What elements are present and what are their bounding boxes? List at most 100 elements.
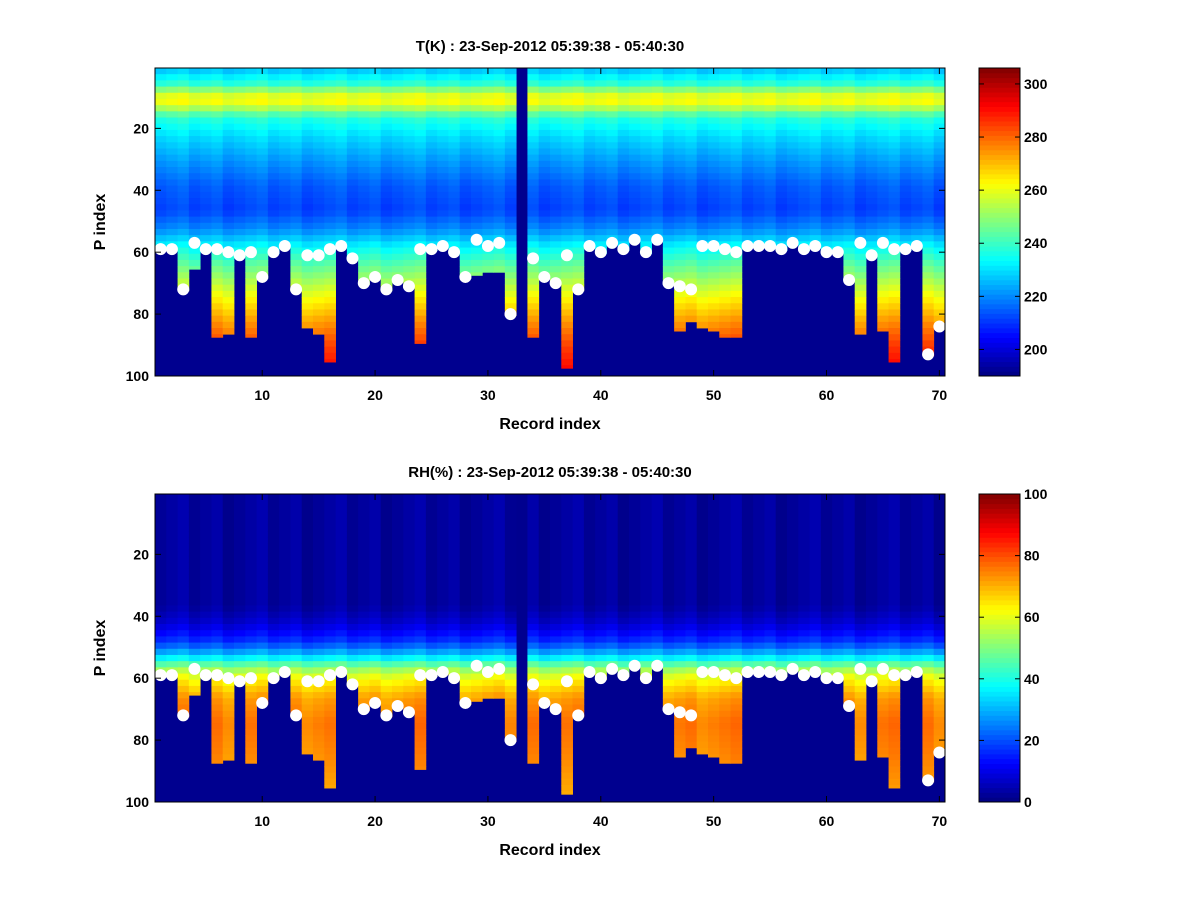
heatmap-cell	[922, 173, 935, 180]
heatmap-cell	[685, 105, 698, 112]
heatmap-cell	[933, 185, 946, 193]
heatmap-cell	[922, 309, 935, 317]
heatmap-cell	[211, 716, 224, 724]
heatmap-cell	[730, 154, 743, 162]
heatmap-cell	[651, 123, 664, 131]
heatmap-cell	[335, 167, 348, 174]
heatmap-cell	[358, 555, 370, 563]
heatmap-cell	[313, 747, 325, 755]
heatmap-cell	[177, 648, 190, 656]
heatmap-cell	[719, 524, 731, 532]
heatmap-cell	[290, 74, 303, 81]
heatmap-cell	[832, 599, 844, 606]
heatmap-cell	[392, 531, 404, 538]
heatmap-cell	[504, 624, 517, 631]
heatmap-cell	[617, 198, 630, 205]
heatmap-cell	[888, 129, 901, 137]
heatmap-cell	[346, 105, 359, 112]
heatmap-cell	[279, 136, 291, 143]
heatmap-cell	[572, 179, 585, 187]
heatmap-cell	[674, 692, 686, 699]
heatmap-cell	[448, 630, 461, 637]
heatmap-cell	[696, 80, 709, 87]
heatmap-cell	[595, 593, 607, 600]
heatmap-cell	[211, 710, 224, 718]
heatmap-cell	[899, 593, 912, 600]
heatmap-cell	[538, 191, 551, 199]
heatmap-cell	[662, 500, 675, 507]
heatmap-cell	[313, 216, 325, 224]
heatmap-cell	[606, 173, 619, 180]
heatmap-cell	[448, 624, 461, 631]
heatmap-cell	[380, 568, 393, 575]
heatmap-cell	[775, 562, 788, 569]
heatmap-cell	[538, 123, 551, 131]
heatmap-cell	[820, 648, 833, 656]
heatmap-cell	[482, 179, 494, 187]
heatmap-cell	[730, 710, 743, 718]
heatmap-cell	[471, 685, 483, 693]
heatmap-cell	[741, 586, 754, 594]
heatmap-cell	[572, 259, 585, 267]
heatmap-cell	[301, 315, 314, 323]
heatmap-cell	[234, 185, 246, 193]
heatmap-cell	[459, 642, 472, 650]
heatmap-cell	[730, 754, 743, 761]
heatmap-cell	[775, 167, 788, 174]
heatmap-cell	[346, 630, 359, 637]
heatmap-cell	[301, 191, 314, 199]
heatmap-cell	[888, 167, 901, 174]
heatmap-cell	[583, 222, 596, 230]
heatmap-cell	[380, 599, 393, 606]
heatmap-cell	[267, 555, 280, 563]
heatmap-cell	[730, 105, 743, 112]
heatmap-cell	[820, 518, 833, 526]
heatmap-cell	[403, 537, 415, 544]
heatmap-cell	[922, 222, 935, 230]
heatmap-cell	[888, 358, 901, 363]
heatmap-cell	[380, 123, 393, 131]
heatmap-cell	[640, 173, 652, 180]
colorbar-segment	[979, 265, 1020, 271]
heatmap-cell	[561, 685, 573, 693]
heatmap-cell	[324, 599, 336, 606]
heatmap-cell	[211, 679, 224, 687]
heatmap-cell	[234, 98, 246, 106]
heatmap-cell	[708, 593, 720, 600]
heatmap-cell	[640, 92, 652, 100]
heatmap-cell	[775, 198, 788, 205]
heatmap-cell	[764, 105, 777, 112]
heatmap-cell	[245, 284, 257, 292]
heatmap-cell	[335, 624, 348, 631]
heatmap-cell	[764, 173, 777, 180]
heatmap-cell	[527, 241, 540, 248]
heatmap-cell	[459, 253, 472, 261]
heatmap-cell	[696, 586, 709, 594]
heatmap-cell	[629, 228, 641, 236]
heatmap-cell	[369, 518, 382, 526]
heatmap-cell	[493, 599, 506, 606]
heatmap-cell	[606, 580, 619, 588]
heatmap-cell	[854, 630, 867, 637]
surface-marker	[481, 239, 494, 252]
heatmap-cell	[369, 92, 382, 100]
heatmap-cell	[899, 136, 912, 143]
heatmap-cell	[346, 210, 359, 217]
heatmap-cell	[866, 593, 878, 600]
heatmap-cell	[866, 173, 878, 180]
heatmap-cell	[911, 148, 923, 156]
heatmap-cell	[899, 80, 912, 87]
heatmap-cell	[888, 98, 901, 106]
heatmap-cell	[708, 191, 720, 199]
heatmap-cell	[504, 185, 517, 193]
heatmap-cell	[493, 179, 506, 187]
surface-marker	[651, 233, 664, 246]
heatmap-cell	[504, 111, 517, 118]
heatmap-cell	[911, 494, 923, 501]
heatmap-cell	[324, 92, 336, 100]
heatmap-cell	[471, 253, 483, 261]
heatmap-cell	[222, 531, 235, 538]
heatmap-cell	[279, 654, 291, 662]
heatmap-cell	[437, 92, 449, 100]
heatmap-cell	[448, 648, 461, 656]
